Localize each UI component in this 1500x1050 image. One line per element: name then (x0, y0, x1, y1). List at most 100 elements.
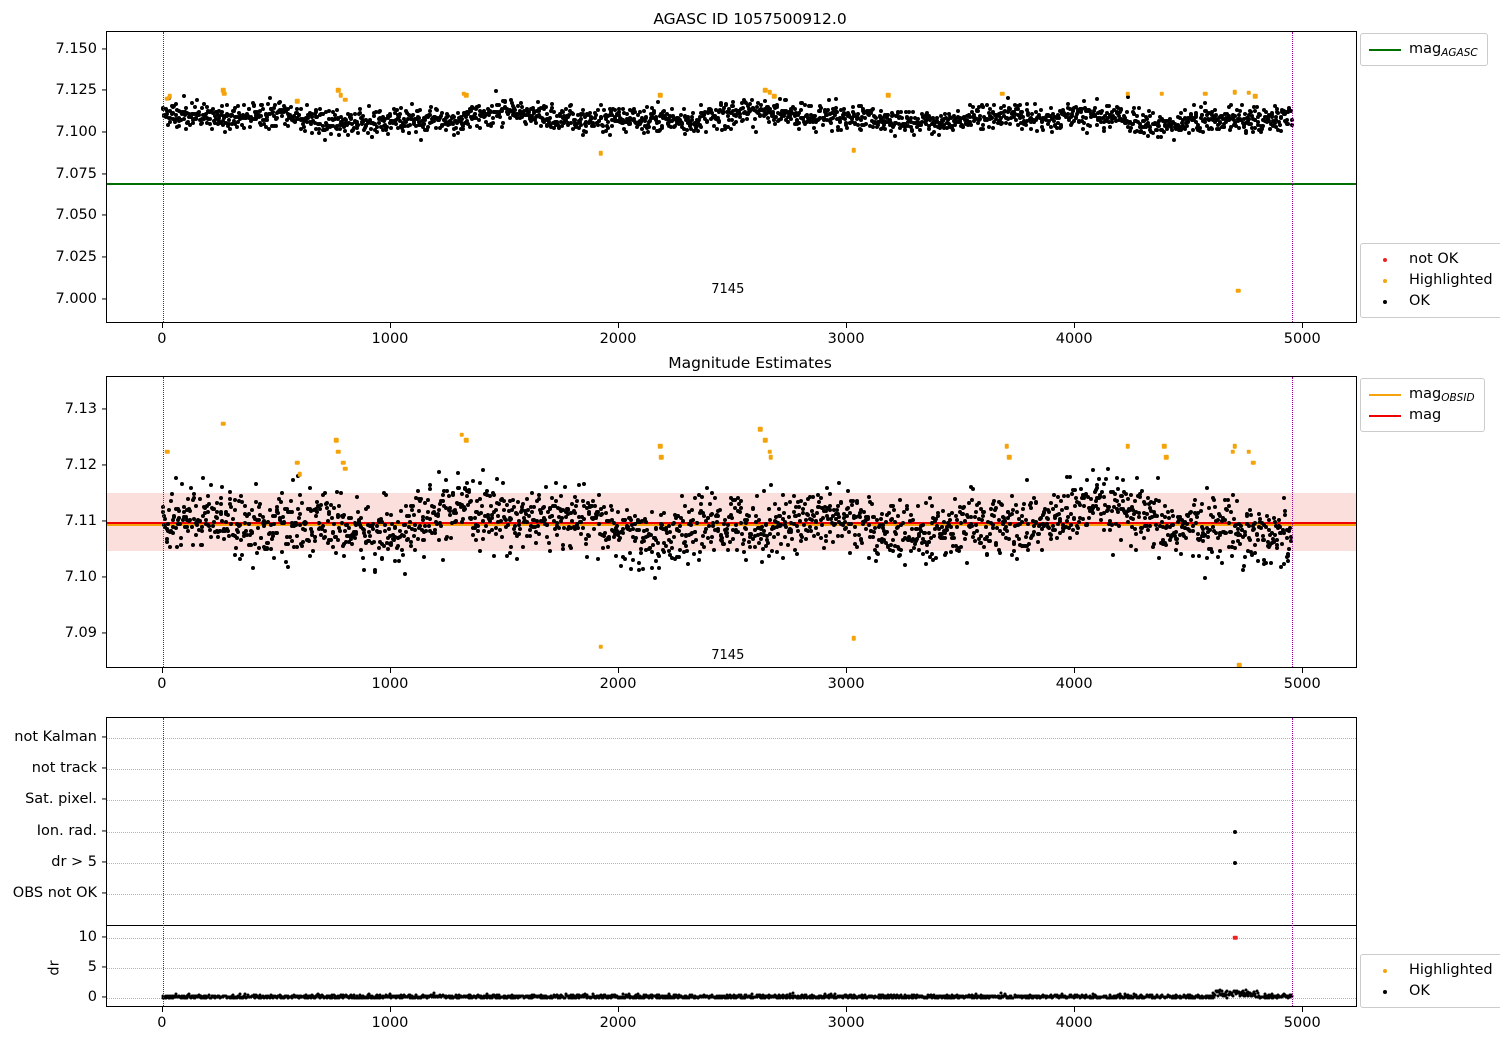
data-point-ok (793, 111, 798, 116)
data-point-ok (267, 508, 272, 513)
data-point-ok (880, 511, 885, 516)
data-point-ok (1009, 512, 1014, 517)
data-point-ok (1095, 486, 1100, 491)
data-point-ok (670, 119, 675, 124)
data-point-ok (228, 521, 233, 526)
data-point-ok (775, 110, 780, 115)
data-point-ok (998, 551, 1003, 556)
data-point-ok (900, 116, 905, 121)
data-point-ok (1131, 516, 1136, 521)
data-point-ok (317, 507, 322, 512)
data-point-ok (342, 128, 347, 133)
data-point-ok (1228, 509, 1233, 514)
data-point-ok (432, 118, 437, 123)
data-point-ok (865, 517, 870, 522)
data-point-ok (615, 523, 620, 528)
data-point-ok (289, 114, 294, 119)
data-point-ok (462, 121, 467, 126)
data-point-ok (349, 112, 354, 117)
data-point-ok (545, 112, 550, 117)
data-point-ok (480, 503, 485, 508)
data-point-ok (888, 542, 893, 547)
data-point-ok (714, 519, 719, 524)
data-point-ok (504, 106, 509, 111)
data-point-ok (1236, 125, 1241, 130)
data-point-ok (1035, 129, 1040, 134)
data-point-ok (707, 502, 712, 507)
data-point-ok (682, 131, 687, 136)
legend-label-mag-obsid: magOBSID (1409, 386, 1475, 405)
data-point-ok (1244, 130, 1249, 135)
data-point-ok (624, 119, 629, 124)
data-point-ok (521, 501, 526, 506)
data-point-ok (185, 496, 190, 501)
data-point-ok (561, 113, 566, 118)
data-point-ok (1261, 124, 1266, 129)
data-point-ok (724, 530, 729, 535)
data-point-ok (792, 122, 797, 127)
data-point-ok (671, 521, 676, 526)
data-point-ok (424, 127, 429, 132)
data-point-ok (1065, 515, 1070, 520)
data-point-ok (593, 113, 598, 118)
data-point-ok (534, 120, 539, 125)
data-point-ok (744, 558, 749, 563)
data-point-ok (171, 111, 176, 116)
data-point-ok (373, 551, 378, 556)
data-point-ok (964, 531, 969, 536)
data-point-ok (906, 123, 911, 128)
data-point-ok (555, 122, 560, 127)
data-point-ok (787, 113, 792, 118)
data-point-ok (326, 109, 331, 114)
data-point-ok (835, 124, 840, 129)
data-point-ok (1283, 509, 1288, 514)
data-point-ok (1058, 516, 1063, 521)
data-point-ok (1102, 128, 1107, 133)
data-point-ok (817, 108, 822, 113)
data-point-highlighted (463, 438, 469, 443)
data-point-ok (201, 476, 206, 481)
data-point-ok (620, 531, 625, 536)
data-point-ok (656, 565, 661, 570)
data-point-ok (695, 124, 700, 129)
data-point-ok (330, 123, 335, 128)
data-point-ok (311, 118, 316, 123)
data-point-ok (892, 123, 897, 128)
data-point-ok (1048, 105, 1053, 110)
data-point-ok (650, 115, 655, 120)
data-point-ok (1029, 500, 1034, 505)
data-point-ok (833, 96, 838, 101)
data-point-ok (1024, 477, 1029, 482)
data-point-ok (305, 115, 310, 120)
data-point-ok (832, 110, 837, 115)
data-point-ok (199, 106, 204, 111)
data-point-ok (1210, 549, 1215, 554)
data-point-ok (840, 534, 845, 539)
data-point-ok (275, 116, 280, 121)
data-point-ok (313, 126, 318, 131)
legend-row-not-ok: not OK (1368, 249, 1493, 270)
data-point-ok (1025, 521, 1030, 526)
data-point-ok (831, 116, 836, 121)
data-point-ok (472, 516, 477, 520)
data-point-ok (890, 538, 895, 543)
data-point-ok (275, 531, 280, 536)
data-point-ok (905, 115, 909, 120)
data-point-ok (728, 127, 733, 132)
data-point-ok (638, 120, 643, 125)
data-point-ok (355, 510, 360, 515)
data-point-ok (454, 519, 459, 524)
data-point-ok (767, 518, 772, 523)
data-point-ok (224, 120, 229, 125)
data-point-ok (1086, 515, 1091, 520)
data-point-ok (872, 529, 877, 534)
data-point-ok (1207, 505, 1212, 510)
data-point-ok (295, 507, 300, 512)
data-point-ok (378, 124, 383, 129)
data-point-ok (679, 494, 684, 499)
data-point-ok (1256, 512, 1261, 517)
data-point-ok (316, 131, 321, 136)
data-point-ok (323, 138, 327, 143)
data-point-ok (781, 108, 786, 113)
data-point-ok (225, 103, 230, 108)
